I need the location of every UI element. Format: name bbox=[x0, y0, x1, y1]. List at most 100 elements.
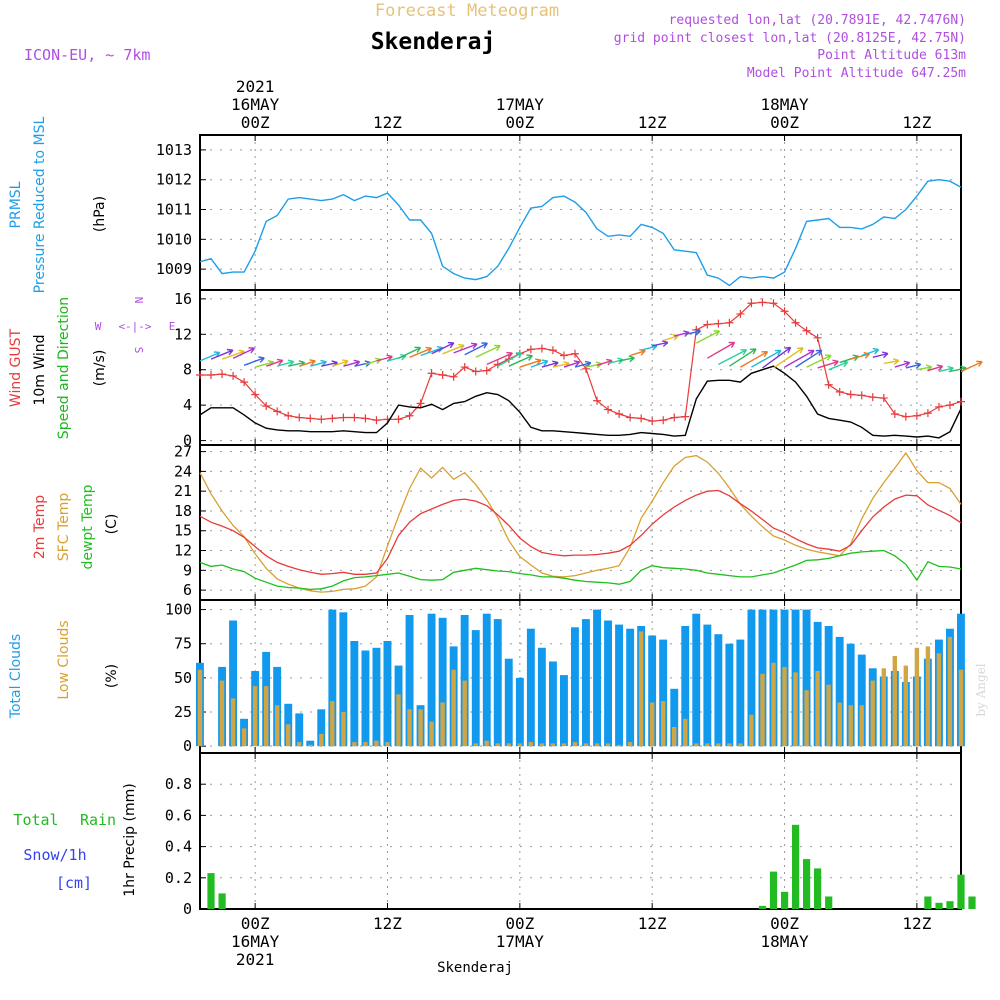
compass-north: N bbox=[132, 297, 145, 304]
top-time-label: 17MAY bbox=[496, 95, 545, 114]
clouds-panel: 0 25 50 75 100 bbox=[165, 599, 965, 755]
wind-direction-arrow bbox=[519, 358, 542, 368]
gust-point bbox=[791, 318, 800, 327]
top-time-label: 00Z bbox=[505, 113, 534, 132]
precip-total-label: Total bbox=[13, 811, 58, 829]
wind-direction-arrow bbox=[729, 348, 757, 367]
wind-direction-arrow bbox=[795, 349, 823, 368]
low-cloud-bar bbox=[241, 728, 247, 747]
gust-point bbox=[537, 344, 546, 353]
precip-bar bbox=[792, 824, 800, 909]
wind-panel-labels: Wind GUST 10m Wind Speed and Direction (… bbox=[8, 297, 175, 440]
top-time-label: 12Z bbox=[638, 113, 667, 132]
total-cloud-bar bbox=[438, 617, 447, 747]
gust-point bbox=[780, 307, 789, 316]
precip-panel-labels: Total Rain Snow/1h [cm] 1hr Precip (mm) bbox=[13, 783, 138, 896]
plot-layer: 1009101010111012101304812166912151821242… bbox=[156, 77, 983, 969]
model-label: ICON-EU, ~ 7km bbox=[24, 46, 150, 64]
bottom-time-label: 00Z bbox=[770, 914, 799, 933]
bottom-time-label: 12Z bbox=[373, 914, 402, 933]
low-cloud-bar bbox=[958, 669, 964, 747]
total-cloud-bar bbox=[549, 661, 557, 747]
bottom-time-label: 18MAY bbox=[760, 932, 809, 951]
dewpoint-line bbox=[199, 549, 962, 591]
temp-2m-line bbox=[199, 489, 962, 575]
gust-point bbox=[879, 394, 888, 403]
low-cloud-bar bbox=[396, 694, 401, 747]
precip-rain-label: Rain bbox=[80, 811, 116, 829]
total-cloud-bar bbox=[328, 609, 337, 747]
pressure-ytick-label: 1012 bbox=[156, 171, 192, 189]
temperature-ytick-label: 15 bbox=[174, 522, 192, 540]
precip-cm-label: [cm] bbox=[56, 874, 92, 892]
wind-direction-arrow bbox=[762, 346, 792, 369]
total-cloud-bar bbox=[604, 620, 612, 747]
low-cloud-bar bbox=[760, 673, 765, 747]
wind-direction-arrow bbox=[718, 349, 748, 366]
low-cloud-bar bbox=[947, 636, 953, 747]
low-cloud-bar bbox=[683, 718, 688, 747]
wind-direction-arrow bbox=[960, 360, 983, 373]
wind-direction-arrow bbox=[784, 349, 815, 368]
low-cloud-bar bbox=[550, 743, 556, 747]
gust-point bbox=[747, 299, 756, 308]
wind-direction-arrow bbox=[652, 340, 669, 347]
low-cloud-bar bbox=[727, 743, 732, 747]
wind-direction-arrow bbox=[773, 347, 804, 369]
clouds-ytick-label: 75 bbox=[174, 635, 192, 653]
precip-ytick-label: 0.8 bbox=[165, 775, 192, 793]
low-cloud-bar bbox=[583, 743, 589, 747]
total-cloud-bar bbox=[339, 612, 348, 747]
total-cloud-bar bbox=[714, 634, 723, 747]
pressure-ytick-label: 1009 bbox=[156, 260, 192, 278]
low-cloud-bar bbox=[341, 712, 346, 747]
gust-point bbox=[339, 413, 348, 422]
low-cloud-bar bbox=[627, 742, 633, 747]
total-cloud-bar bbox=[537, 647, 546, 747]
gust-point bbox=[626, 413, 635, 422]
gust-point bbox=[901, 412, 910, 421]
total-cloud-bar bbox=[482, 613, 491, 747]
wind-direction-arrow bbox=[431, 341, 455, 355]
low-cloud-bar bbox=[771, 662, 776, 747]
total-cloud-bar bbox=[582, 619, 590, 747]
low-cloud-bar bbox=[903, 665, 908, 747]
total-cloud-bar bbox=[295, 713, 304, 747]
precip-ytick-label: 0.6 bbox=[165, 806, 192, 824]
precip-ytick-label: 0.4 bbox=[165, 838, 192, 856]
low-cloud-bar bbox=[484, 740, 489, 747]
low-cloud-bar bbox=[561, 743, 567, 747]
precip-unit: 1hr Precip (mm) bbox=[122, 783, 138, 896]
top-time-label: 00Z bbox=[770, 113, 799, 132]
t2m-label: 2m Temp bbox=[32, 495, 48, 559]
low-cloud-bar bbox=[936, 653, 942, 747]
temperature-frame bbox=[199, 444, 962, 601]
gust-point bbox=[548, 346, 557, 355]
total-cloud-bar bbox=[615, 624, 623, 747]
pressure-label-2: Pressure Reduced to MSL bbox=[32, 116, 48, 293]
credit: by Angel bbox=[974, 663, 988, 716]
wind-direction-arrow bbox=[464, 342, 488, 356]
gust-point bbox=[526, 345, 535, 354]
gust-point bbox=[460, 363, 469, 372]
gust-point bbox=[890, 410, 899, 418]
gust-point bbox=[857, 391, 866, 400]
wind-direction-arrow bbox=[861, 347, 880, 357]
gust-point bbox=[218, 370, 227, 379]
low-cloud-bar bbox=[308, 744, 313, 747]
gust-point bbox=[284, 411, 293, 420]
compass-rose: W E <-|-> N S bbox=[95, 297, 176, 354]
location-title: Skenderaj bbox=[371, 29, 496, 55]
gust-point bbox=[813, 333, 822, 342]
wind-direction-arrow bbox=[839, 354, 860, 364]
low-cloud-bar bbox=[848, 705, 853, 747]
top-time-label: 12Z bbox=[902, 113, 931, 132]
low-cloud-bar bbox=[638, 631, 644, 747]
gust-point bbox=[769, 299, 778, 308]
low-cloud-bar bbox=[230, 698, 236, 747]
wind-direction-arrow bbox=[243, 356, 265, 366]
low-cloud-bar bbox=[716, 743, 721, 747]
precip-bar bbox=[946, 901, 954, 909]
temperature-ytick-label: 6 bbox=[183, 581, 192, 599]
